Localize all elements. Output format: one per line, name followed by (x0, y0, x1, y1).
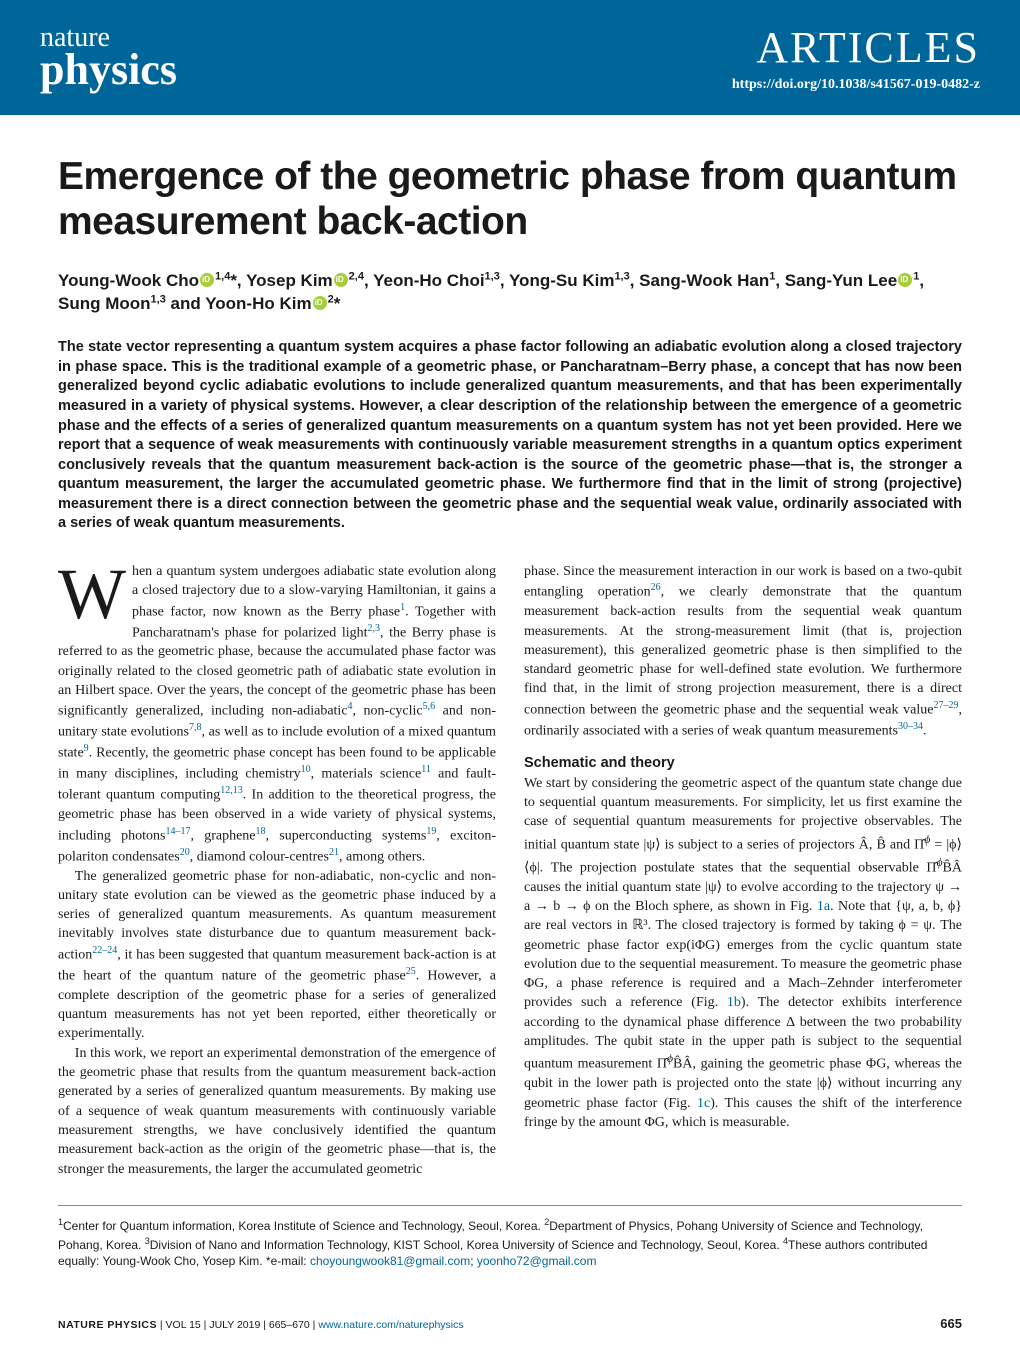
orcid-icon[interactable] (334, 273, 348, 287)
author-4-affil: 1,3 (614, 270, 629, 282)
article-title: Emergence of the geometric phase from qu… (58, 155, 962, 245)
page-footer: NATURE PHYSICS | VOL 15 | JULY 2019 | 66… (0, 1300, 1020, 1355)
paragraph-2: The generalized geometric phase for non-… (58, 867, 496, 1044)
orcid-icon[interactable] (313, 296, 327, 310)
citation[interactable]: 10 (301, 764, 311, 775)
author-1: Young-Wook Cho (58, 271, 199, 290)
citation[interactable]: 20 (180, 847, 190, 858)
author-3-affil: 1,3 (485, 270, 500, 282)
author-8-star: * (334, 294, 341, 313)
orcid-icon[interactable] (898, 273, 912, 287)
header-right: ARTICLES https://doi.org/10.1038/s41567-… (732, 22, 980, 93)
author-2: Yosep Kim (246, 271, 333, 290)
author-3: , Yeon-Ho Choi (364, 271, 485, 290)
abstract: The state vector representing a quantum … (58, 338, 962, 534)
footer-journal: NATURE PHYSICS (58, 1319, 157, 1331)
citation[interactable]: 22–24 (92, 945, 117, 956)
citation[interactable]: 12,13 (220, 785, 243, 796)
figure-ref[interactable]: 1c (697, 1096, 710, 1111)
dropcap: W (58, 562, 132, 622)
author-1-star: *, (230, 271, 246, 290)
orcid-icon[interactable] (200, 273, 214, 287)
figure-ref[interactable]: 1a (817, 899, 830, 914)
paragraph-4: phase. Since the measurement interaction… (524, 562, 962, 741)
affil-1: Center for Quantum information, Korea In… (63, 1219, 544, 1233)
corresponding-email-2[interactable]: yoonho72@gmail.com (477, 1254, 597, 1268)
author-4: , Yong-Su Kim (500, 271, 615, 290)
citation[interactable]: 27–29 (934, 700, 959, 711)
right-column: phase. Since the measurement interaction… (524, 562, 962, 1179)
journal-logo: nature physics (40, 24, 177, 92)
journal-name-bottom: physics (40, 48, 177, 92)
author-5: , Sang-Wook Han (630, 271, 769, 290)
corresponding-email-1[interactable]: choyoungwook81@gmail.com (310, 1254, 470, 1268)
citation[interactable]: 5,6 (423, 701, 436, 712)
two-column-body: When a quantum system undergoes adiabati… (58, 562, 962, 1179)
citation[interactable]: 26 (651, 582, 661, 593)
page-number: 665 (940, 1316, 962, 1331)
email-separator: ; (470, 1254, 477, 1268)
author-8: and Yoon-Ho Kim (166, 294, 312, 313)
citation[interactable]: 18 (256, 826, 266, 837)
figure-ref[interactable]: 1b (727, 995, 741, 1010)
footer-citation: NATURE PHYSICS | VOL 15 | JULY 2019 | 66… (58, 1319, 464, 1331)
author-7-affil: 1,3 (151, 294, 166, 306)
paragraph-5: We start by considering the geometric as… (524, 774, 962, 1133)
citation[interactable]: 11 (421, 764, 431, 775)
citation[interactable]: 25 (406, 966, 416, 977)
section-heading: Schematic and theory (524, 753, 962, 773)
footer-url[interactable]: www.nature.com/naturephysics (318, 1319, 463, 1331)
author-2-affil: 2,4 (349, 270, 364, 282)
citation[interactable]: 21 (329, 847, 339, 858)
header-bar: nature physics ARTICLES https://doi.org/… (0, 0, 1020, 115)
paragraph-3: In this work, we report an experimental … (58, 1044, 496, 1179)
section-label: ARTICLES (732, 22, 980, 73)
author-1-affil: 1,4 (215, 270, 230, 282)
footer-vol: | VOL 15 | JULY 2019 | 665–670 | (157, 1319, 318, 1331)
citation[interactable]: 14–17 (165, 826, 190, 837)
affil-3: Division of Nano and Information Technol… (150, 1238, 783, 1252)
left-column: When a quantum system undergoes adiabati… (58, 562, 496, 1179)
content-area: Emergence of the geometric phase from qu… (0, 115, 1020, 1300)
citation[interactable]: 30–34 (898, 721, 923, 732)
citation[interactable]: 19 (426, 826, 436, 837)
paragraph-1: When a quantum system undergoes adiabati… (58, 562, 496, 867)
affiliations: 1Center for Quantum information, Korea I… (58, 1205, 962, 1270)
doi-link[interactable]: https://doi.org/10.1038/s41567-019-0482-… (732, 77, 980, 93)
authors-block: Young-Wook Cho 1,4*, Yosep Kim 2,4, Yeon-H… (58, 269, 962, 317)
citation[interactable]: 2,3 (368, 623, 381, 634)
citation[interactable]: 7,8 (189, 722, 202, 733)
author-6: , Sang-Yun Lee (775, 271, 897, 290)
